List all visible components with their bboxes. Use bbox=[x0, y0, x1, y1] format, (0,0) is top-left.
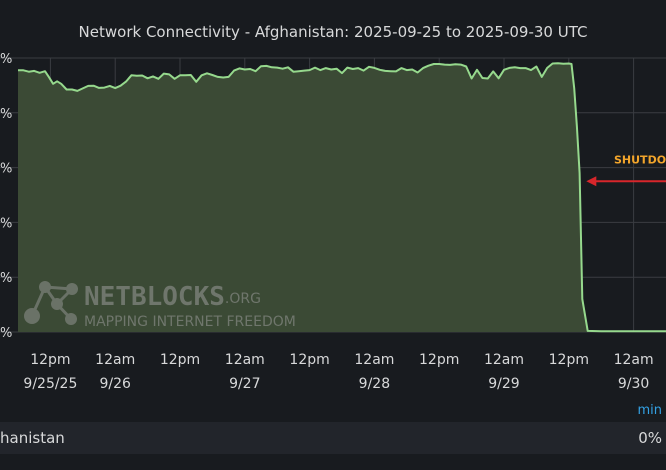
x-tick-date-label: 9/25/25 bbox=[23, 376, 77, 392]
x-tick-label: 12pm bbox=[160, 352, 200, 368]
series-line bbox=[18, 62, 666, 333]
x-tick-date-label: 9/26 bbox=[99, 376, 131, 392]
y-axis: %%%%%% bbox=[0, 52, 12, 341]
x-tick-date-label: 9/27 bbox=[229, 376, 260, 392]
y-tick-label: % bbox=[0, 326, 12, 341]
x-tick-date-label: 9/29 bbox=[488, 376, 519, 392]
chart-title: Network Connectivity - Afghanistan: 2025… bbox=[79, 23, 588, 41]
y-tick-label: % bbox=[0, 107, 12, 122]
y-tick-label: % bbox=[0, 162, 12, 177]
x-tick-label: 12pm bbox=[549, 352, 589, 368]
x-axis: 12pm 9/25/25 12am 9/26 12pm 12am 9/27 12pm 12am 9… bbox=[23, 352, 653, 392]
x-tick-label: 12pm bbox=[419, 352, 459, 368]
legend-series-name: hanistan bbox=[0, 429, 65, 447]
y-tick-label: % bbox=[0, 52, 12, 67]
series-area bbox=[18, 62, 666, 333]
x-tick-label: 12am bbox=[95, 352, 135, 368]
x-tick-label: 12pm bbox=[289, 352, 329, 368]
series-fill bbox=[18, 63, 666, 332]
x-tick-label: 12am bbox=[225, 352, 265, 368]
legend-row[interactable]: hanistan 0% bbox=[0, 422, 666, 454]
x-tick-label: 12pm bbox=[30, 352, 70, 368]
y-tick-label: % bbox=[0, 271, 12, 286]
annotation-arrowhead-icon bbox=[586, 176, 597, 187]
x-tick-label: 12am bbox=[614, 352, 654, 368]
x-tick-label: 12am bbox=[484, 352, 524, 368]
netblocks-watermark: NETBLOCKS.ORG MAPPING INTERNET FREEDOM bbox=[24, 281, 296, 330]
shutdown-annotation: SHUTDOW bbox=[586, 153, 666, 187]
x-tick-date-label: 9/28 bbox=[359, 376, 390, 392]
x-tick-label: 12am bbox=[354, 352, 394, 368]
watermark-brand: NETBLOCKS.ORG bbox=[84, 282, 261, 312]
legend-series-value: 0% bbox=[638, 429, 662, 447]
watermark-tagline: MAPPING INTERNET FREEDOM bbox=[84, 314, 296, 330]
netblocks-logo-icon bbox=[24, 281, 78, 325]
legend-header-min[interactable]: min bbox=[637, 403, 662, 418]
annotation-label: SHUTDOW bbox=[614, 153, 666, 166]
y-tick-label: % bbox=[0, 216, 12, 231]
x-tick-date-label: 9/30 bbox=[618, 376, 649, 392]
